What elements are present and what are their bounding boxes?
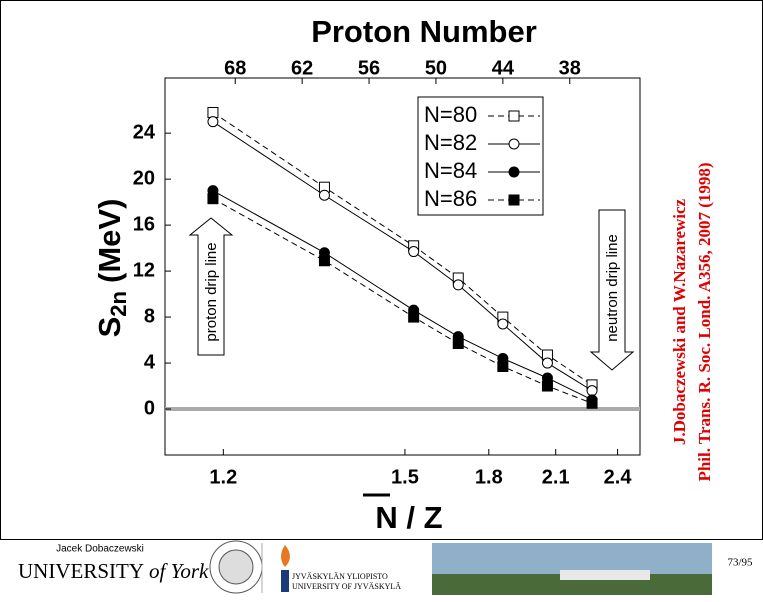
legend-label: N=80 xyxy=(424,102,477,127)
footer-author: Jacek Dobaczewski xyxy=(56,544,144,555)
y-title-unit: (MeV) xyxy=(92,199,127,283)
page-number: 73/95 xyxy=(727,557,753,569)
neutron-drip-arrow xyxy=(589,209,635,371)
warsaw-logo-inner xyxy=(218,549,254,585)
bottom-tick-label: 2.4 xyxy=(604,466,633,488)
credit-reference: Phil. Trans. R. Soc. Lond. A356, 2007 (1… xyxy=(695,162,714,481)
top-tick-label: 38 xyxy=(559,57,581,79)
legend-label: N=86 xyxy=(424,186,477,211)
york-university: UNIVERSITY xyxy=(18,559,144,583)
marker xyxy=(207,116,219,128)
top-tick-label: 44 xyxy=(492,57,515,79)
credit-authors: J.Dobaczewski and W.Nazarewicz xyxy=(670,198,689,445)
marker xyxy=(207,193,219,205)
proton-drip-arrow xyxy=(188,217,234,356)
marker xyxy=(408,246,420,258)
legend xyxy=(417,96,544,216)
y-tick-label: 12 xyxy=(133,259,155,281)
legend-marker xyxy=(508,138,520,150)
marker xyxy=(408,311,420,323)
marker xyxy=(452,279,464,291)
legend-label: N=84 xyxy=(424,158,477,183)
plot-frame xyxy=(164,77,641,456)
jyu-flame xyxy=(281,545,290,567)
jyu-name-en: UNIVERSITY OF JYVÄSKYLÄ xyxy=(292,582,401,591)
marker xyxy=(541,380,553,392)
top-tick-label: 68 xyxy=(224,57,246,79)
bottom-tick-label: 1.8 xyxy=(475,466,503,488)
top-tick-label: 50 xyxy=(425,57,447,79)
marker xyxy=(207,106,219,118)
neutron-drip-label: neutron drip line xyxy=(604,234,621,342)
bottom-tick-label: 2.1 xyxy=(542,466,570,488)
york-of: of York xyxy=(149,559,209,583)
top-axis-title: Proton Number xyxy=(311,14,537,49)
marker xyxy=(497,318,509,330)
y-tick-label: 24 xyxy=(133,121,156,143)
bottom-tick-label: 1.5 xyxy=(391,466,419,488)
marker xyxy=(318,189,330,201)
marker xyxy=(452,338,464,350)
jyu-torch xyxy=(281,570,289,592)
y-tick-label: 4 xyxy=(144,351,156,373)
legend-marker xyxy=(508,110,520,122)
top-tick-label: 56 xyxy=(358,57,380,79)
jyu-name-fi: JYVÄSKYLÄN YLIOPISTO xyxy=(292,572,388,581)
marker xyxy=(497,360,509,372)
y-tick-label: 0 xyxy=(144,397,155,419)
proton-drip-label: proton drip line xyxy=(203,242,220,341)
y-title-sub: 2n xyxy=(106,291,131,317)
york-name: UNIVERSITY of York xyxy=(18,559,209,583)
bottom-tick-label: 1.2 xyxy=(209,466,237,488)
y-title-main: S xyxy=(92,317,127,338)
y-tick-label: 16 xyxy=(133,213,155,235)
top-tick-label: 62 xyxy=(291,57,313,79)
bottom-axis-title: N / Z xyxy=(375,500,442,535)
marker xyxy=(318,255,330,267)
y-tick-label: 20 xyxy=(133,167,155,189)
marker xyxy=(586,385,598,397)
y-tick-label: 8 xyxy=(144,305,155,327)
legend-label: N=82 xyxy=(424,130,477,155)
marker xyxy=(586,397,598,409)
campus-photo-building xyxy=(560,570,650,580)
marker xyxy=(541,357,553,369)
y-axis-title: S2n (MeV) xyxy=(92,199,131,338)
legend-marker xyxy=(508,166,520,178)
legend-marker xyxy=(508,194,520,206)
